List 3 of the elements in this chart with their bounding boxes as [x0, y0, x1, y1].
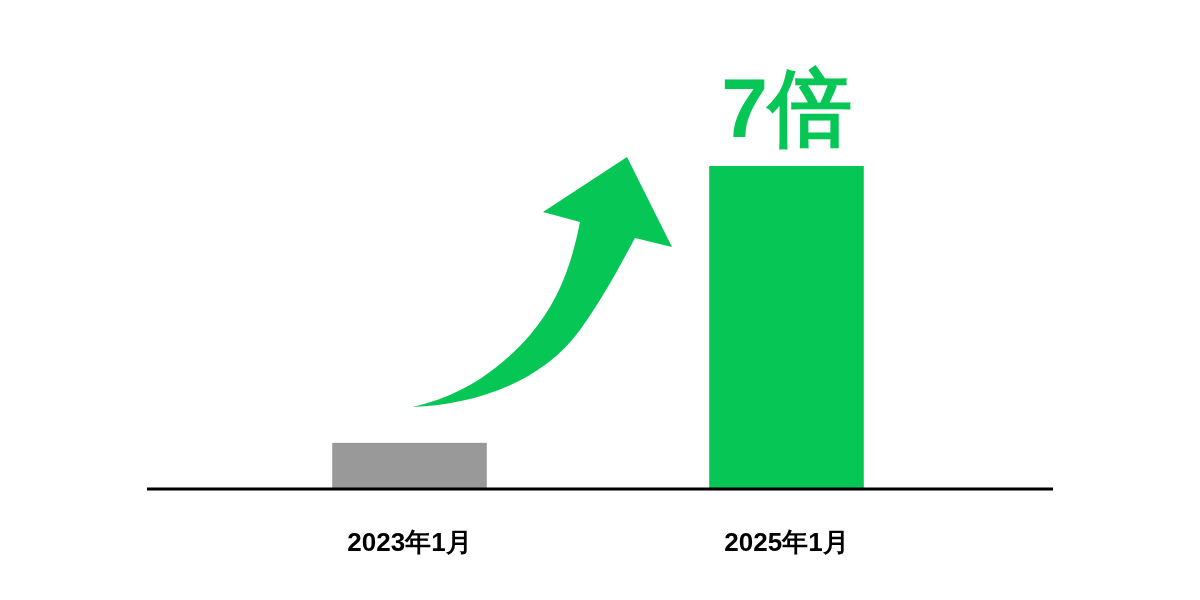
x-tick-label: 2025年1月 [724, 527, 849, 557]
x-tick-label: 2023年1月 [347, 527, 472, 557]
value-label: 7倍 [721, 61, 852, 155]
